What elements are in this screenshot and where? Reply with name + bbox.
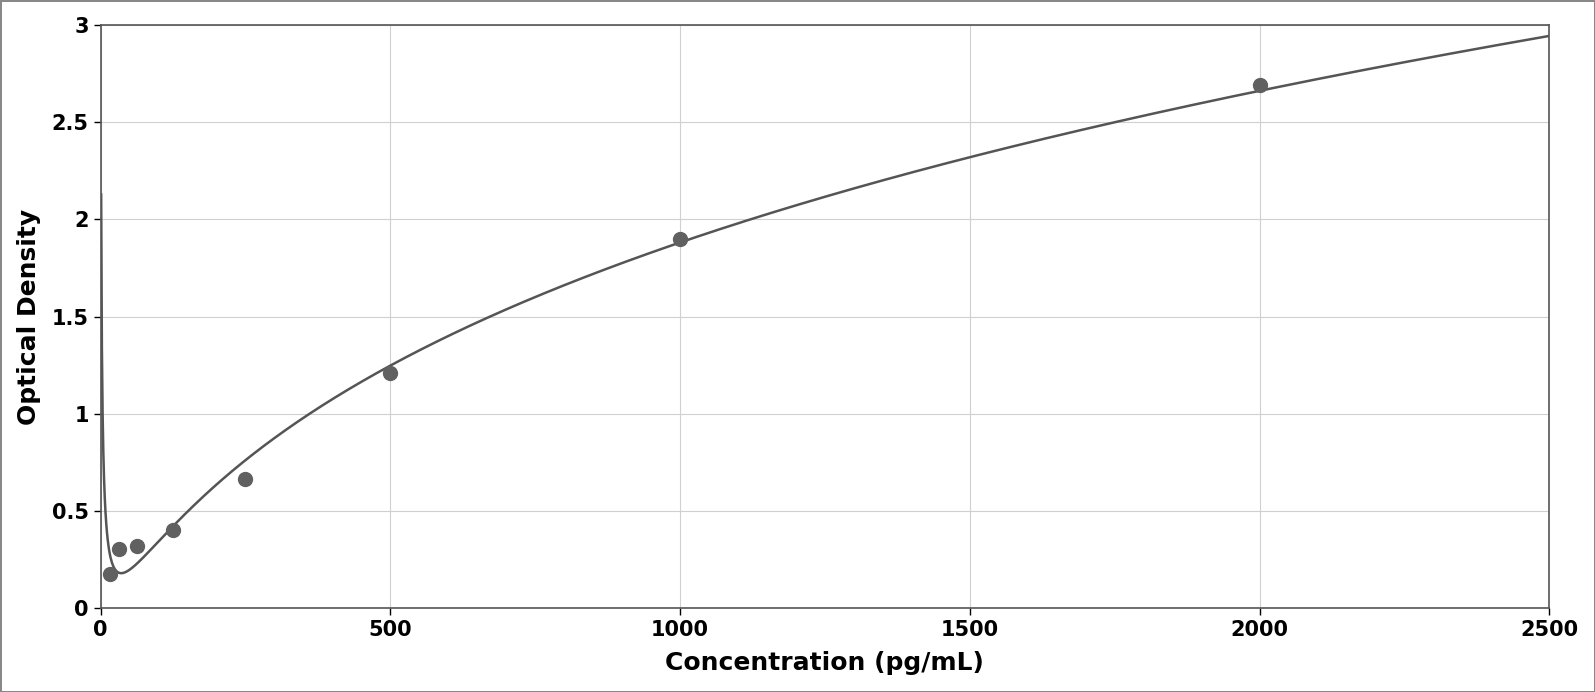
X-axis label: Concentration (pg/mL): Concentration (pg/mL) (665, 651, 984, 675)
Y-axis label: Optical Density: Optical Density (16, 208, 40, 425)
Point (378, 367, 404, 379)
Point (1247, 80, 1273, 91)
Point (124, 540, 150, 552)
Point (667, 233, 692, 244)
Point (233, 473, 258, 484)
Point (105, 543, 131, 554)
Point (160, 524, 185, 535)
Point (97, 569, 123, 580)
